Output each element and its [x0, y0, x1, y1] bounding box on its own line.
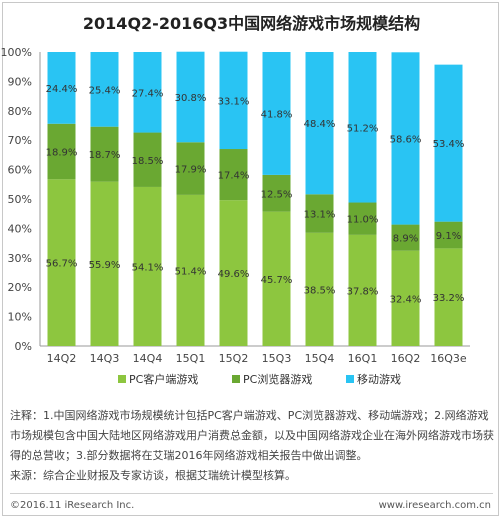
data-label: 54.1%	[132, 262, 164, 273]
data-label: 18.5%	[132, 156, 164, 167]
y-tick-label: 40%	[8, 222, 32, 235]
note-line-3: 得的总营收；3.部分数据将在艾瑞2016年网络游戏相关报告中做出调整。	[10, 449, 368, 462]
bar-segment-15Q2-s1	[219, 149, 248, 201]
y-tick-label: 100%	[1, 46, 32, 59]
data-label: 37.8%	[347, 286, 379, 297]
data-label: 13.1%	[304, 210, 336, 221]
data-label: 53.4%	[433, 139, 465, 150]
y-tick-label: 60%	[8, 164, 32, 177]
data-label: 33.1%	[218, 96, 250, 107]
data-label: 27.4%	[132, 88, 164, 99]
data-label: 51.2%	[347, 123, 379, 134]
data-label: 48.4%	[304, 119, 336, 130]
bar-segment-14Q4-s0	[133, 186, 162, 346]
bar-segment-14Q3-s0	[90, 181, 119, 346]
bar-segment-15Q4-s1	[305, 194, 334, 233]
data-label: 17.4%	[218, 171, 250, 182]
bar-segment-15Q3-s2	[262, 52, 291, 175]
bar-segment-15Q4-s2	[305, 52, 334, 195]
bar-segment-14Q3-s1	[90, 126, 119, 182]
y-tick-label: 10%	[8, 311, 32, 324]
footer-website: www.iresearch.com.cn	[378, 500, 491, 511]
data-label: 18.9%	[46, 148, 78, 159]
x-tick-label: 16Q1	[348, 352, 378, 365]
bar-segment-14Q4-s1	[133, 132, 162, 187]
y-tick-label: 80%	[8, 105, 32, 118]
bar-segment-16Q1-s1	[348, 202, 377, 235]
y-tick-label: 30%	[8, 252, 32, 265]
x-tick-label: 15Q3	[262, 352, 292, 365]
notes: 注释：1.中国网络游戏市场规模统计包括PC客户端游戏、PC浏览器游戏、移动端游戏…	[10, 406, 494, 486]
x-tick-label: 14Q4	[133, 352, 163, 365]
bar-segment-16Q3e-s0	[434, 248, 463, 346]
x-tick-label: 15Q2	[219, 352, 249, 365]
bar-segment-15Q1-s1	[176, 142, 205, 195]
footer-divider	[10, 493, 493, 494]
x-tick-label: 16Q3e	[430, 352, 467, 365]
bar-segment-16Q2-s1	[391, 224, 420, 251]
data-label: 9.1%	[436, 231, 461, 242]
legend-swatch	[346, 375, 354, 383]
bar-segment-16Q2-s0	[391, 250, 420, 346]
bar-segment-15Q2-s2	[219, 51, 248, 150]
chart-frame	[2, 2, 499, 516]
bar-segment-16Q2-s2	[391, 52, 420, 225]
y-tick-label: 0%	[15, 340, 32, 353]
y-tick-label: 50%	[8, 193, 32, 206]
legend-swatch	[118, 375, 126, 383]
data-label: 8.9%	[393, 234, 418, 245]
legend-label: PC浏览器游戏	[243, 372, 312, 386]
x-tick-label: 15Q1	[176, 352, 206, 365]
data-label: 30.8%	[175, 93, 207, 104]
bar-segment-15Q4-s0	[305, 232, 334, 346]
bar-segment-15Q1-s2	[176, 51, 205, 143]
legend-label: PC客户端游戏	[129, 372, 198, 386]
bar-segment-16Q1-s2	[348, 52, 377, 203]
bar-segment-14Q2-s1	[47, 123, 76, 180]
x-tick-label: 14Q3	[90, 352, 120, 365]
data-label: 55.9%	[89, 260, 121, 271]
source-line: 来源：综合企业财报及专家访谈，根据艾瑞统计模型核算。	[10, 469, 296, 482]
bar-segment-15Q2-s0	[219, 200, 248, 346]
data-label: 24.4%	[46, 84, 78, 95]
data-label: 12.5%	[261, 189, 293, 200]
x-tick-label: 14Q2	[47, 352, 77, 365]
bar-segment-16Q3e-s1	[434, 221, 463, 249]
bar-segment-16Q1-s0	[348, 234, 377, 346]
data-label: 38.5%	[304, 285, 336, 296]
data-label: 25.4%	[89, 85, 121, 96]
bar-segment-16Q3e-s2	[434, 64, 463, 222]
y-tick-label: 70%	[8, 134, 32, 147]
bar-segment-14Q2-s2	[47, 52, 76, 124]
footer-copyright: ©2016.11 iResearch Inc.	[10, 500, 135, 511]
legend-label: 移动游戏	[357, 373, 401, 386]
data-label: 32.4%	[390, 294, 422, 305]
data-label: 51.4%	[175, 266, 207, 277]
x-tick-label: 15Q4	[305, 352, 335, 365]
note-line-2: 市场规模包含中国大陆地区网络游戏用户消费总金额，以及中国网络游戏企业在海外网络游…	[10, 429, 494, 442]
bar-segment-15Q1-s0	[176, 194, 205, 346]
y-tick-label: 90%	[8, 75, 32, 88]
bar-segment-15Q3-s1	[262, 174, 291, 212]
data-label: 41.8%	[261, 109, 293, 120]
data-label: 58.6%	[390, 134, 422, 145]
data-label: 45.7%	[261, 275, 293, 286]
y-tick-label: 20%	[8, 281, 32, 294]
data-label: 56.7%	[46, 259, 78, 270]
bar-segment-14Q3-s2	[90, 52, 119, 127]
note-line-1: 注释：1.中国网络游戏市场规模统计包括PC客户端游戏、PC浏览器游戏、移动端游戏…	[10, 409, 489, 422]
bar-segment-14Q2-s0	[47, 179, 76, 346]
x-tick-label: 16Q2	[391, 352, 421, 365]
chart-title: 2014Q2-2016Q3中国网络游戏市场规模结构	[82, 14, 421, 33]
data-label: 11.0%	[347, 215, 379, 226]
bar-segment-15Q3-s0	[262, 211, 291, 346]
data-label: 33.2%	[433, 293, 465, 304]
stacked-bar-chart: 0% 10% 20% 30% 40% 50% 60% 70% 80% 90% 100% 56.7% 18…	[1, 46, 470, 386]
bar-segment-14Q4-s2	[133, 52, 162, 133]
data-label: 17.9%	[175, 165, 207, 176]
data-label: 49.6%	[218, 269, 250, 280]
legend-swatch	[232, 375, 240, 383]
data-label: 18.7%	[89, 150, 121, 161]
